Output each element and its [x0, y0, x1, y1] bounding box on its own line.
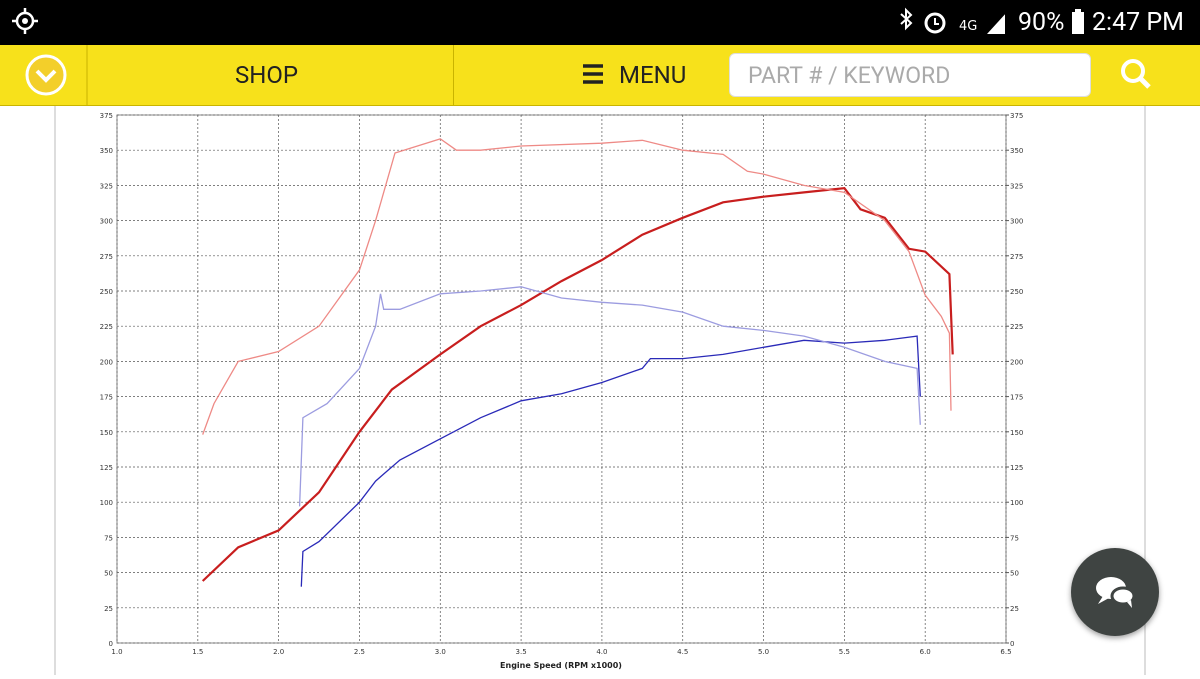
- gps-icon: [12, 8, 38, 34]
- y-tick-label: 275: [100, 253, 113, 261]
- y-tick-label: 25: [104, 605, 113, 613]
- plot-frame: [116, 114, 1007, 644]
- y2-tick-label: 250: [1010, 288, 1023, 296]
- chat-icon: [1096, 577, 1136, 608]
- x-tick-label: 3.0: [435, 648, 446, 656]
- y2-tick-label: 175: [1010, 394, 1023, 402]
- y2-tick-label: 100: [1010, 499, 1023, 507]
- y-tick-label: 100: [100, 499, 113, 507]
- y2-tick-label: 325: [1010, 182, 1023, 190]
- svg-text:4G: 4G: [959, 19, 977, 34]
- menu-icon[interactable]: [581, 45, 607, 105]
- y-tick-label: 250: [100, 288, 113, 296]
- x-tick-label: 2.0: [273, 648, 284, 656]
- x-tick-label: 5.0: [758, 648, 769, 656]
- y2-tick-label: 50: [1010, 570, 1019, 578]
- y-tick-label: 125: [100, 464, 113, 472]
- y-tick-label: 175: [100, 394, 113, 402]
- battery-text: 90%: [1018, 8, 1065, 37]
- x-tick-label: 5.5: [839, 648, 850, 656]
- y2-tick-label: 200: [1010, 358, 1023, 366]
- x-tick-label: 3.5: [516, 648, 527, 656]
- page-content: Engine Speed (RPM x1000) 0 25 50 75 100 125 15…: [0, 106, 1200, 675]
- y-tick-label: 50: [104, 570, 113, 578]
- y-tick-label: 200: [100, 358, 113, 366]
- y2-tick-label: 300: [1010, 218, 1023, 226]
- search-input[interactable]: PART # / KEYWORD: [729, 53, 1091, 97]
- y2-tick-label: 375: [1010, 112, 1023, 120]
- status-bar: 4G 90% 2:47 PM: [0, 0, 1200, 45]
- dyno-chart: Engine Speed (RPM x1000) 0 25 50 75 100 125 15…: [54, 106, 1146, 675]
- x-tick-label: 1.5: [192, 648, 203, 656]
- x-axis-label: Engine Speed (RPM x1000): [500, 661, 622, 670]
- x-tick-label: 6.0: [920, 648, 931, 656]
- shop-link[interactable]: SHOP: [235, 61, 299, 89]
- menu-link[interactable]: MENU: [619, 61, 687, 89]
- series-line: [298, 286, 921, 507]
- y2-tick-label: 225: [1010, 323, 1023, 331]
- x-tick-label: 6.5: [1000, 648, 1011, 656]
- y2-tick-label: 0: [1010, 640, 1014, 648]
- y-tick-label: 0: [109, 640, 113, 648]
- battery-icon: [1072, 9, 1084, 34]
- y-tick-label: 300: [100, 218, 113, 226]
- search-button[interactable]: [1115, 45, 1159, 105]
- y2-tick-label: 125: [1010, 464, 1023, 472]
- y2-tick-label: 275: [1010, 253, 1023, 261]
- y-tick-label: 75: [104, 534, 113, 542]
- x-tick-label: 4.0: [596, 648, 607, 656]
- x-tick-label: 4.5: [677, 648, 688, 656]
- y-tick-label: 350: [100, 147, 113, 155]
- y-tick-label: 325: [100, 182, 113, 190]
- y2-tick-label: 350: [1010, 147, 1023, 155]
- y-tick-label: 375: [100, 112, 113, 120]
- clock: 2:47 PM: [1092, 8, 1185, 37]
- series-line: [201, 187, 954, 582]
- chat-button[interactable]: [1071, 548, 1159, 636]
- y2-tick-label: 25: [1010, 605, 1019, 613]
- x-tick-label: 1.0: [111, 648, 122, 656]
- y2-tick-label: 75: [1010, 534, 1019, 542]
- y-tick-label: 150: [100, 429, 113, 437]
- divider: [453, 45, 454, 105]
- series-line: [202, 138, 952, 435]
- y2-tick-label: 150: [1010, 429, 1023, 437]
- dropdown-button[interactable]: [0, 45, 88, 105]
- y-tick-label: 225: [100, 323, 113, 331]
- x-tick-label: 2.5: [354, 648, 365, 656]
- status-icons: 4G: [900, 7, 1005, 34]
